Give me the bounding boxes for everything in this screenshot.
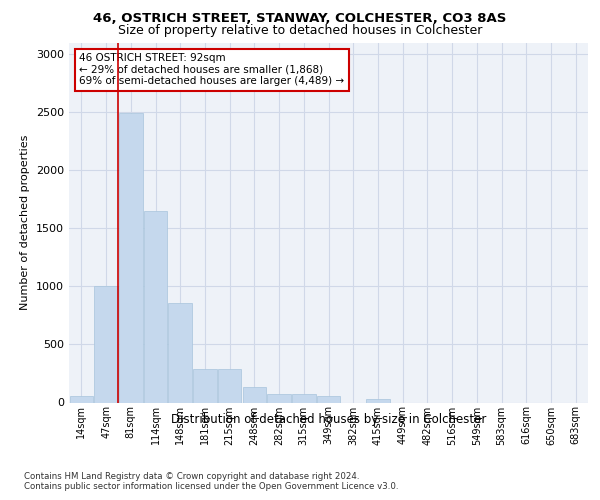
Bar (193, 369, 217, 402)
Bar (268, 394, 291, 402)
Text: Distribution of detached houses by size in Colchester: Distribution of detached houses by size … (171, 412, 487, 426)
Text: Contains HM Land Registry data © Crown copyright and database right 2024.: Contains HM Land Registry data © Crown c… (24, 472, 359, 481)
Bar (317, 396, 340, 402)
Bar (144, 211, 167, 402)
Bar (218, 369, 241, 402)
Bar (366, 398, 389, 402)
Y-axis label: Number of detached properties: Number of detached properties (20, 135, 31, 310)
Bar (119, 114, 143, 403)
Text: 46 OSTRICH STREET: 92sqm
← 29% of detached houses are smaller (1,868)
69% of sem: 46 OSTRICH STREET: 92sqm ← 29% of detach… (79, 54, 344, 86)
Text: Contains public sector information licensed under the Open Government Licence v3: Contains public sector information licen… (24, 482, 398, 491)
Bar (94, 286, 118, 403)
Text: 46, OSTRICH STREET, STANWAY, COLCHESTER, CO3 8AS: 46, OSTRICH STREET, STANWAY, COLCHESTER,… (94, 12, 506, 26)
Bar (169, 303, 192, 402)
Bar (70, 396, 93, 402)
Bar (242, 388, 266, 402)
Bar (292, 394, 316, 402)
Text: Size of property relative to detached houses in Colchester: Size of property relative to detached ho… (118, 24, 482, 37)
